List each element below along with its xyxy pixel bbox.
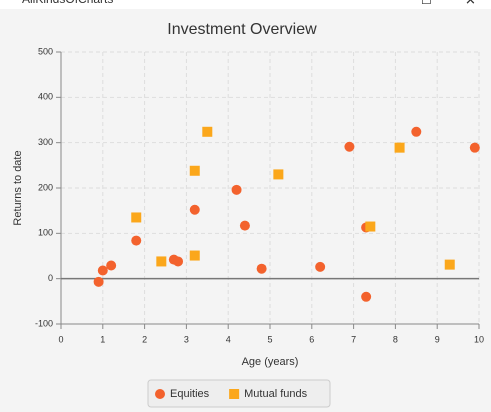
point [361,291,372,302]
y-tick-label: 300 [38,137,53,147]
point [239,220,250,231]
x-tick-label: 3 [184,334,189,344]
y-tick-label: 200 [38,182,53,192]
point [173,256,184,267]
legend-marker [155,389,165,399]
x-tick-label: 9 [435,334,440,344]
title-bar [0,0,491,9]
x-tick-label: 10 [474,334,484,344]
point [189,204,200,215]
point [131,235,142,246]
x-tick-label: 5 [267,334,272,344]
point [315,261,326,272]
y-tick-label: 500 [38,46,53,56]
point [97,265,108,276]
chart-title: Investment Overview [167,21,317,38]
x-tick-label: 7 [351,334,356,344]
point [231,184,242,195]
window-title: AllKindsOfCharts [22,0,113,6]
y-tick-label: 100 [38,228,53,238]
point [365,221,376,232]
point [469,142,480,153]
point [131,212,142,223]
x-tick-label: 0 [58,334,63,344]
legend-label: Mutual funds [244,388,307,400]
point [256,263,267,274]
point [93,276,104,287]
point [444,259,455,270]
legend-label: Equities [170,388,210,400]
y-tick-label: -100 [35,318,53,328]
point [202,126,213,137]
point [411,126,422,137]
point [344,141,355,152]
close-button[interactable]: ✕ [465,0,476,7]
point [189,250,200,261]
maximize-button[interactable]: ☐ [421,0,432,7]
legend-marker [229,389,240,399]
x-tick-label: 2 [142,334,147,344]
point [394,142,405,153]
y-axis-label: Returns to date [12,150,24,225]
point [106,260,117,271]
x-tick-label: 4 [226,334,231,344]
point [156,256,167,267]
point [189,165,200,176]
point [273,169,284,180]
x-tick-label: 8 [393,334,398,344]
x-tick-label: 1 [100,334,105,344]
x-axis-label: Age (years) [242,356,299,368]
y-tick-label: 400 [38,92,53,102]
x-tick-label: 6 [309,334,314,344]
y-tick-label: 0 [48,273,53,283]
